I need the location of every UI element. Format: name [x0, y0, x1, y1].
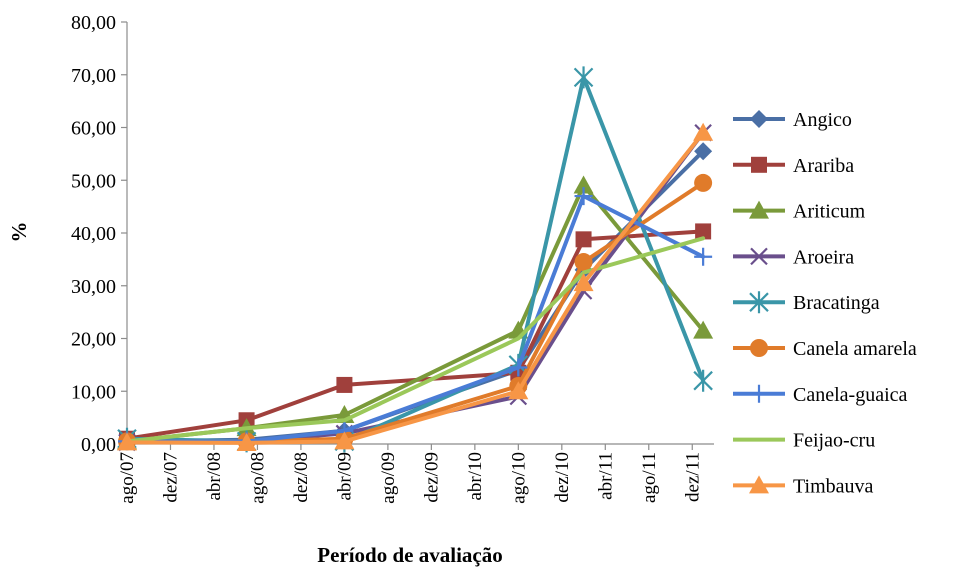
- data-point: [693, 369, 713, 392]
- legend-item: Bracatinga: [733, 291, 880, 314]
- y-tick-label: 0,00: [81, 434, 116, 456]
- data-point: [236, 432, 257, 451]
- y-tick-group: 0,00 10,00 20,00 30,00 40,00 50,00 60,00 70,00 8…: [71, 12, 127, 456]
- data-point: [573, 175, 594, 194]
- series-line: [125, 236, 706, 444]
- data-point: [574, 253, 593, 272]
- legend-label: Canela amarela: [793, 338, 917, 360]
- x-tick-label: dez/08: [291, 452, 312, 503]
- legend-label: Canela-guaica: [793, 384, 907, 406]
- legend-label: Timbauva: [793, 475, 874, 497]
- x-tick-label: dez/11: [682, 452, 703, 502]
- legend-marker: [749, 200, 769, 219]
- legend-marker: [751, 156, 767, 173]
- y-tick-label: 60,00: [71, 118, 116, 140]
- y-tick-label: 10,00: [71, 381, 116, 403]
- legend-marker: [750, 247, 768, 266]
- data-point: [117, 432, 137, 451]
- legend-marker: [750, 339, 768, 357]
- legend-item: Aroeira: [733, 246, 854, 268]
- data-point: [694, 247, 713, 266]
- y-tick-label: 70,00: [71, 65, 116, 87]
- series-line: [125, 194, 706, 444]
- x-tick-label: ago/10: [508, 452, 529, 504]
- x-tick-label: abr/10: [465, 452, 486, 501]
- legend-item: Canela-guaica: [733, 384, 907, 406]
- x-tick-label: abr/08: [204, 452, 225, 501]
- data-point: [334, 431, 355, 450]
- legend-marker: [750, 110, 768, 128]
- legend-item: Arariba: [733, 155, 854, 177]
- series-line: [125, 180, 706, 444]
- legend-label: Bracatinga: [793, 292, 880, 314]
- legend-item: Feijao-cru: [733, 430, 875, 452]
- y-tick-label: 30,00: [71, 276, 116, 298]
- x-tick-label: abr/09: [334, 452, 355, 501]
- y-tick-label: 50,00: [71, 170, 116, 192]
- series-layer: [117, 66, 714, 453]
- data-point: [693, 122, 714, 141]
- y-tick-label: 40,00: [71, 223, 116, 245]
- legend-label: Feijao-cru: [793, 430, 875, 452]
- legend-marker: [749, 475, 769, 494]
- x-tick-label: ago/08: [247, 452, 268, 504]
- legend-label: Arariba: [793, 155, 854, 177]
- legend-item: Angico: [733, 109, 852, 131]
- x-tick-label: dez/07: [160, 452, 181, 503]
- series-arariba: [119, 223, 712, 447]
- series-line: [125, 130, 706, 445]
- data-point: [574, 187, 593, 206]
- data-point: [693, 320, 714, 339]
- legend-label: Angico: [793, 109, 852, 131]
- data-point: [573, 66, 594, 89]
- legend-label: Aroeira: [793, 246, 854, 268]
- data-point: [509, 358, 528, 377]
- x-tick-label: ago/11: [639, 452, 660, 503]
- series-feijao-cru: [125, 236, 706, 444]
- x-tick-label: ago/07: [117, 452, 138, 504]
- legend-item: Ariticum: [733, 200, 866, 223]
- legend: Angico Arariba Ariticum Aroeira Bracatinga Ca…: [733, 109, 917, 497]
- legend-label: Ariticum: [793, 201, 866, 223]
- legend-marker: [749, 291, 769, 314]
- x-axis-title: Período de avaliação: [317, 543, 502, 567]
- y-tick-label: 20,00: [71, 329, 116, 351]
- legend-item: Canela amarela: [733, 338, 917, 360]
- data-point: [336, 376, 353, 393]
- x-tick-label: dez/09: [421, 452, 442, 503]
- x-tick-label: abr/11: [595, 452, 616, 500]
- series-line: [125, 149, 706, 444]
- x-tick-label: ago/09: [378, 452, 399, 504]
- data-point: [573, 273, 594, 292]
- legend-marker: [750, 384, 768, 403]
- data-point: [695, 223, 712, 240]
- x-tick-label: dez/10: [552, 452, 573, 503]
- series-timbauva: [117, 122, 714, 451]
- series-line: [125, 130, 706, 445]
- x-tick-group: ago/07 dez/07 abr/08 ago/08 dez/08 abr/09 ago/…: [117, 444, 703, 504]
- y-axis-title: %: [7, 222, 31, 243]
- y-tick-label: 80,00: [71, 12, 116, 34]
- data-point: [508, 381, 529, 400]
- data-point: [694, 142, 713, 161]
- legend-item: Timbauva: [733, 475, 874, 497]
- data-point: [575, 231, 592, 248]
- data-point: [694, 173, 713, 192]
